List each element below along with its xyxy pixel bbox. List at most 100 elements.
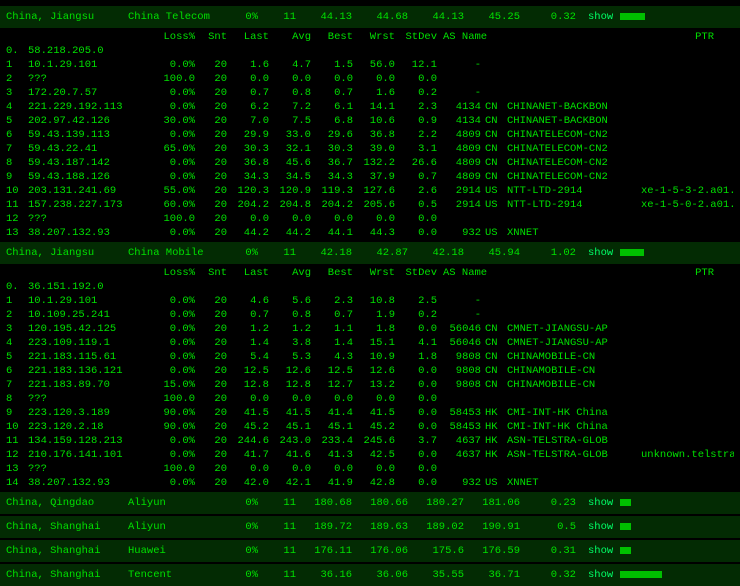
hop-best: 1.5 xyxy=(311,58,353,72)
hop-loss: 100.0 xyxy=(150,212,195,226)
show-link[interactable]: show xyxy=(576,540,620,562)
hop-wrst: 13.2 xyxy=(353,378,395,392)
hop-asname: CMNET-JIANGSU-AP xyxy=(507,336,635,350)
best-ms: 180.27 xyxy=(408,492,464,514)
hop-number: 1 xyxy=(6,58,28,72)
hop-last: 7.0 xyxy=(227,114,269,128)
sent-count: 11 xyxy=(258,540,296,562)
hop-host: 10.109.25.241 xyxy=(28,308,150,322)
hop-avg: 243.0 xyxy=(269,434,311,448)
col-header-avg: Avg xyxy=(269,266,311,280)
avg-ms: 180.66 xyxy=(352,492,408,514)
hop-host: 202.97.42.126 xyxy=(28,114,150,128)
hop-host: ??? xyxy=(28,212,150,226)
trace-hop-row: 959.43.188.1260.0%2034.334.534.337.90.74… xyxy=(6,170,734,184)
hop-best: 0.0 xyxy=(311,72,353,86)
hop-number: 3 xyxy=(6,86,28,100)
best-ms: 42.18 xyxy=(408,242,464,264)
hop-last: 4.6 xyxy=(227,294,269,308)
hop-loss: 0.0% xyxy=(150,476,195,490)
hop-asn: 4809 xyxy=(437,142,485,156)
hop-snt: 20 xyxy=(195,114,227,128)
hop-asn: 4809 xyxy=(437,170,485,184)
hop-loss: 0.0% xyxy=(150,128,195,142)
hop-asn: 4134 xyxy=(437,114,485,128)
hop-stdev: 0.0 xyxy=(395,212,437,226)
hop-asn: 4809 xyxy=(437,156,485,170)
hop-host: 59.43.188.126 xyxy=(28,170,150,184)
hop-avg: 41.5 xyxy=(269,406,311,420)
hop-host: 223.120.3.189 xyxy=(28,406,150,420)
hop-snt: 20 xyxy=(195,58,227,72)
hop-wrst: 1.6 xyxy=(353,86,395,100)
hop-asn: - xyxy=(437,86,485,100)
hop-number: 3 xyxy=(6,322,28,336)
hop-best: 34.3 xyxy=(311,170,353,184)
hop-host: 38.207.132.93 xyxy=(28,226,150,240)
hop-loss: 0.0% xyxy=(150,308,195,322)
hop-asname: CHINAMOBILE-CN xyxy=(507,364,635,378)
show-link[interactable]: show xyxy=(576,242,620,264)
hop-wrst: 41.5 xyxy=(353,406,395,420)
hop-number: 11 xyxy=(6,198,28,212)
hop-last: 42.0 xyxy=(227,476,269,490)
hop-best: 0.7 xyxy=(311,86,353,100)
trace-hop-row: 12210.176.141.1010.0%2041.741.641.342.50… xyxy=(6,448,734,462)
show-link[interactable]: show xyxy=(576,516,620,538)
hop-loss: 90.0% xyxy=(150,420,195,434)
hop-best: 0.0 xyxy=(311,392,353,406)
hop-avg: 12.6 xyxy=(269,364,311,378)
hop-host: 120.195.42.125 xyxy=(28,322,150,336)
hop-wrst: 42.8 xyxy=(353,476,395,490)
hop-avg: 44.2 xyxy=(269,226,311,240)
hop-host: 134.159.128.213 xyxy=(28,434,150,448)
hop-stdev: 0.0 xyxy=(395,448,437,462)
hop-avg: 5.6 xyxy=(269,294,311,308)
trace-hop-row: 1338.207.132.930.0%2044.244.244.144.30.0… xyxy=(6,226,734,240)
hop-wrst: 0.0 xyxy=(353,462,395,476)
hop-best: 36.7 xyxy=(311,156,353,170)
hop-avg: 4.7 xyxy=(269,58,311,72)
hop-asname: ASN-TELSTRA-GLOB xyxy=(507,434,635,448)
hop-wrst: 245.6 xyxy=(353,434,395,448)
hop-host: 59.43.187.142 xyxy=(28,156,150,170)
hop-stdev: 2.5 xyxy=(395,294,437,308)
hop-country: CN xyxy=(485,378,507,392)
hop-stdev: 0.0 xyxy=(395,462,437,476)
hop-loss: 0.0% xyxy=(150,294,195,308)
hop-host: 36.151.192.0 xyxy=(28,280,150,294)
stdev-ms: 0.32 xyxy=(520,6,576,28)
hop-number: 10 xyxy=(6,420,28,434)
hop-host: 10.1.29.101 xyxy=(28,294,150,308)
summary-row: China, QingdaoAliyun0%11180.68180.66180.… xyxy=(0,492,740,514)
hop-snt: 20 xyxy=(195,100,227,114)
hop-asn: 9808 xyxy=(437,378,485,392)
hop-asn: 932 xyxy=(437,476,485,490)
hop-snt: 20 xyxy=(195,476,227,490)
hop-avg: 0.0 xyxy=(269,212,311,226)
hop-host: 10.1.29.101 xyxy=(28,58,150,72)
hop-host: 223.109.119.1 xyxy=(28,336,150,350)
col-header-avg: Avg xyxy=(269,30,311,44)
hop-last: 0.7 xyxy=(227,308,269,322)
hop-loss: 0.0% xyxy=(150,448,195,462)
hop-number: 12 xyxy=(6,212,28,226)
hop-snt: 20 xyxy=(195,448,227,462)
hop-asname: CHINAMOBILE-CN xyxy=(507,350,635,364)
hop-number: 5 xyxy=(6,350,28,364)
hop-host: 59.43.139.113 xyxy=(28,128,150,142)
stdev-ms: 0.23 xyxy=(520,492,576,514)
hop-stdev: 0.7 xyxy=(395,170,437,184)
hop-snt: 20 xyxy=(195,308,227,322)
hop-snt: 20 xyxy=(195,226,227,240)
hop-last: 36.8 xyxy=(227,156,269,170)
hop-best: 41.9 xyxy=(311,476,353,490)
sent-count: 11 xyxy=(258,516,296,538)
show-link[interactable]: show xyxy=(576,564,620,586)
show-link[interactable]: show xyxy=(576,6,620,28)
show-link[interactable]: show xyxy=(576,492,620,514)
hop-avg: 12.8 xyxy=(269,378,311,392)
hop-wrst: 0.0 xyxy=(353,212,395,226)
hop-snt: 20 xyxy=(195,378,227,392)
hop-asn: 58453 xyxy=(437,420,485,434)
